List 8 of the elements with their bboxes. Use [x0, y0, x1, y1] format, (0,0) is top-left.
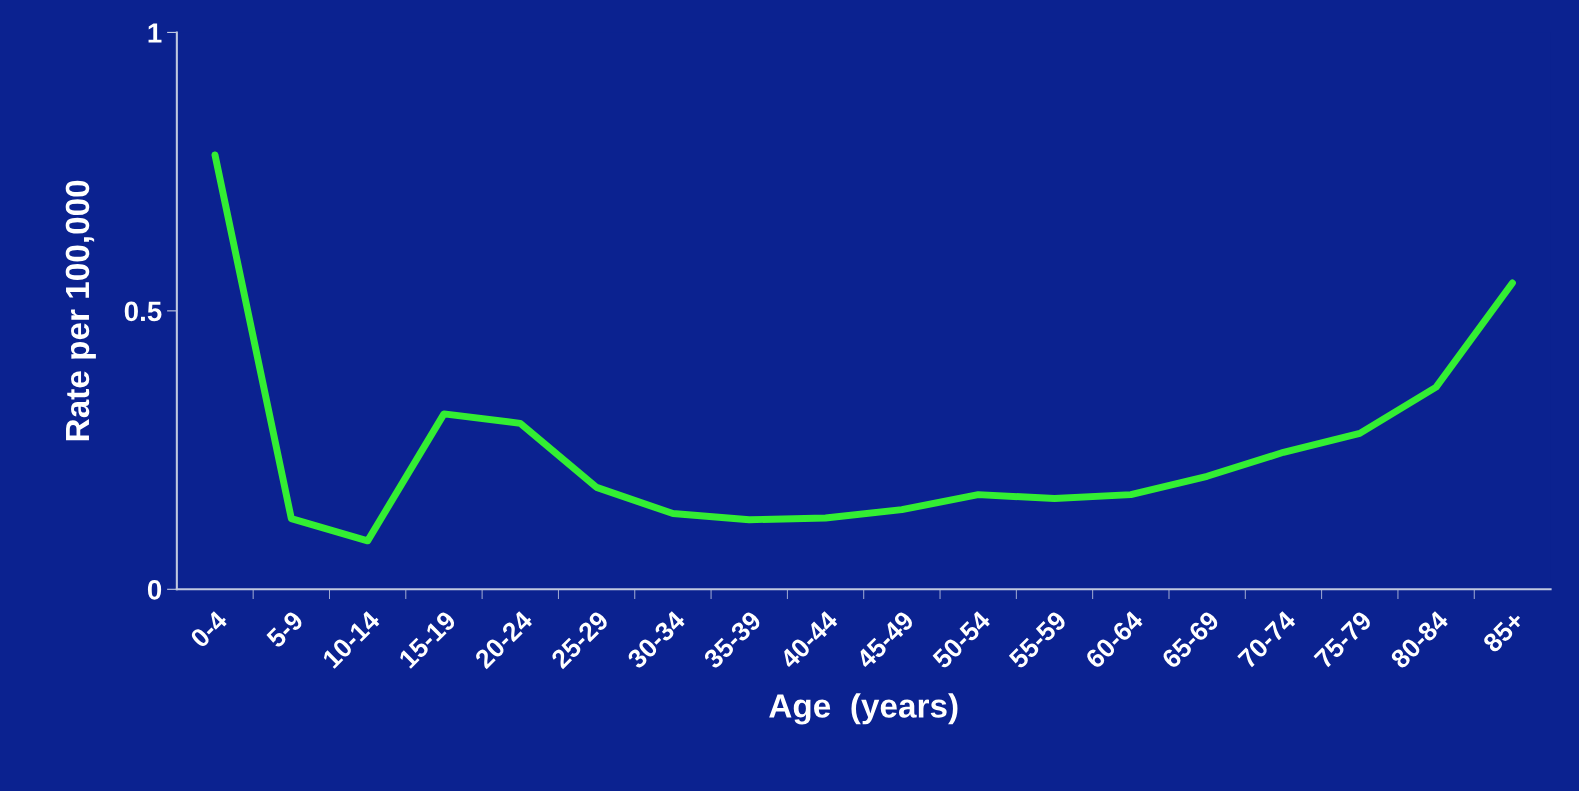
- x-tick-label: 0-4: [189, 609, 229, 649]
- x-tick-label: 85+: [1481, 609, 1526, 654]
- y-tick-label: 0: [147, 579, 162, 600]
- y-axis-title: Rate per 100,000: [65, 180, 96, 441]
- x-axis-title: Age (years): [769, 693, 958, 725]
- x-tick-label: 5-9: [265, 609, 305, 649]
- y-tick-label: 1: [148, 23, 162, 43]
- y-tick-label: 0.5: [124, 301, 162, 322]
